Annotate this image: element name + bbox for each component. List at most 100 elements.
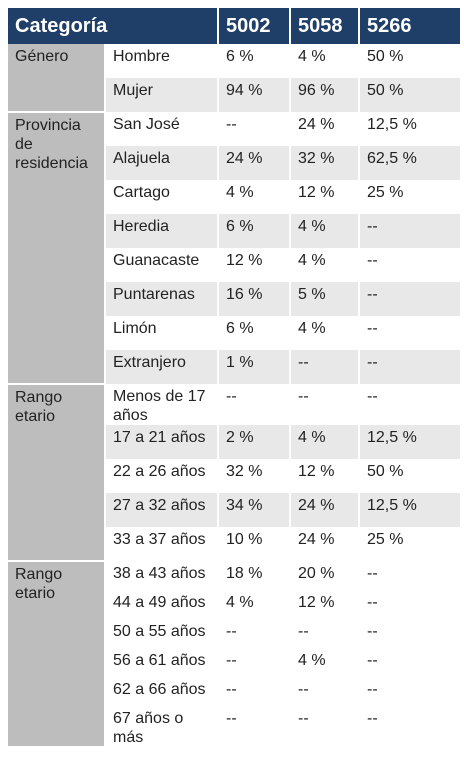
value-5058: 4 %	[290, 44, 360, 78]
category-cell: Provincia de residencia	[8, 112, 106, 385]
value-5266: --	[367, 388, 378, 405]
value-5002: --	[218, 112, 291, 146]
subcategory-cell: 17 a 21 años	[105, 425, 219, 459]
value-5266: --	[359, 282, 460, 316]
demographics-table: Categoría 5002 5058 5266 Género Hombre 6…	[8, 8, 460, 748]
subcategory-cell: 22 a 26 años	[105, 459, 219, 493]
value-5058: 24 %	[290, 112, 360, 146]
table-row: Provincia de residencia San José -- 24 %…	[8, 112, 460, 385]
subcategory-cell: 62 a 66 años	[105, 677, 219, 706]
value-5002: 4 %	[218, 590, 291, 619]
value-5266: 25 %	[367, 531, 404, 548]
category-cell: Rango etario	[8, 384, 106, 562]
value-5266: --	[367, 652, 378, 669]
value-5058: 12 %	[290, 590, 360, 619]
value-5266: 12,5 %	[359, 493, 460, 527]
value-5266: 62,5 %	[359, 146, 460, 180]
table-row: Guanacaste 12 % 4 % --	[8, 248, 460, 282]
table-row: 50 a 55 años -- -- --	[8, 619, 460, 648]
value-5002: 6 %	[218, 44, 291, 78]
value-5266: --	[367, 594, 378, 611]
value-5058: --	[290, 350, 360, 384]
value-5002: 12 %	[218, 248, 291, 282]
subcategory-cell: Extranjero	[105, 350, 219, 384]
table-row: 44 a 49 años 4 % 12 % --	[8, 590, 460, 619]
value-5266: 50 %	[367, 48, 404, 65]
value-5266: --	[359, 350, 460, 384]
subcategory-cell: 33 a 37 años	[105, 527, 219, 561]
value-5058: 24 %	[290, 527, 360, 561]
value-5266: 12,5 %	[359, 425, 460, 459]
header-5266: 5266	[359, 8, 460, 44]
value-5058: 4 %	[290, 214, 360, 248]
header-categoria: Categoría	[8, 8, 219, 44]
value-5002: 34 %	[218, 493, 291, 527]
value-5058: 12 %	[290, 459, 360, 493]
value-5002: 4 %	[218, 180, 291, 214]
value-5002: 16 %	[218, 282, 291, 316]
table-row: Cartago 4 % 12 % 25 %	[8, 180, 460, 214]
value-5266: --	[367, 623, 378, 640]
value-5266: --	[359, 214, 460, 248]
value-5266: 50 %	[359, 78, 460, 112]
subcategory-cell: 27 a 32 años	[105, 493, 219, 527]
value-5058: --	[290, 677, 360, 706]
subcategory-cell: Limón	[105, 316, 219, 350]
value-5266: --	[367, 681, 378, 698]
value-5266: --	[367, 252, 378, 269]
value-5058: --	[290, 384, 360, 425]
table-row: Rango etario Menos de 17 años -- -- --	[8, 384, 460, 562]
value-5002: 1 %	[218, 350, 291, 384]
value-5002: 6 %	[218, 316, 291, 350]
subcategory-cell: 67 años o más	[105, 706, 219, 747]
value-5058: 4 %	[290, 316, 360, 350]
table-row: Heredia 6 % 4 % --	[8, 214, 460, 248]
value-5266: --	[367, 710, 378, 727]
table-row: Puntarenas 16 % 5 % --	[8, 282, 460, 316]
value-5002: 2 %	[218, 425, 291, 459]
value-5002: --	[218, 619, 291, 648]
table-row: Género Hombre 6 % 4 % 50 %	[8, 44, 460, 113]
subcategory-cell: Mujer	[105, 78, 219, 112]
subcategory-cell: Cartago	[105, 180, 219, 214]
value-5266: 25 %	[367, 184, 404, 201]
table-row: Limón 6 % 4 % --	[8, 316, 460, 350]
table-row: Mujer 94 % 96 % 50 %	[8, 78, 460, 112]
value-5058: 96 %	[290, 78, 360, 112]
value-5002: 94 %	[218, 78, 291, 112]
subcategory-cell: San José	[105, 112, 219, 146]
subcategory-cell: Hombre	[105, 44, 219, 78]
value-5266: 12,5 %	[367, 116, 417, 133]
value-5266: --	[367, 565, 378, 582]
subcategory-cell: 38 a 43 años	[105, 561, 219, 590]
value-5002: --	[218, 706, 291, 747]
table-row: Extranjero 1 % -- --	[8, 350, 460, 384]
table-row: 27 a 32 años 34 % 24 % 12,5 %	[8, 493, 460, 527]
value-5002: --	[218, 677, 291, 706]
value-5058: 32 %	[290, 146, 360, 180]
table-row: 22 a 26 años 32 % 12 % 50 %	[8, 459, 460, 493]
value-5002: 10 %	[218, 527, 291, 561]
subcategory-cell: 44 a 49 años	[105, 590, 219, 619]
value-5002: 32 %	[218, 459, 291, 493]
value-5058: --	[290, 706, 360, 747]
subcategory-cell: Alajuela	[105, 146, 219, 180]
value-5266: 50 %	[367, 463, 404, 480]
value-5058: 4 %	[290, 425, 360, 459]
value-5058: 24 %	[290, 493, 360, 527]
value-5002: 6 %	[218, 214, 291, 248]
value-5058: 20 %	[290, 561, 360, 590]
value-5266: --	[367, 320, 378, 337]
table-row: 62 a 66 años -- -- --	[8, 677, 460, 706]
subcategory-cell: Puntarenas	[105, 282, 219, 316]
value-5002: --	[218, 648, 291, 677]
value-5002: --	[218, 384, 291, 425]
category-cell: Rango etario	[8, 561, 106, 748]
value-5002: 24 %	[218, 146, 291, 180]
table-row: 56 a 61 años -- 4 % --	[8, 648, 460, 677]
subcategory-cell: 50 a 55 años	[105, 619, 219, 648]
value-5002: 18 %	[218, 561, 291, 590]
value-5058: --	[290, 619, 360, 648]
table-row: 17 a 21 años 2 % 4 % 12,5 %	[8, 425, 460, 459]
header-5002: 5002	[218, 8, 291, 44]
